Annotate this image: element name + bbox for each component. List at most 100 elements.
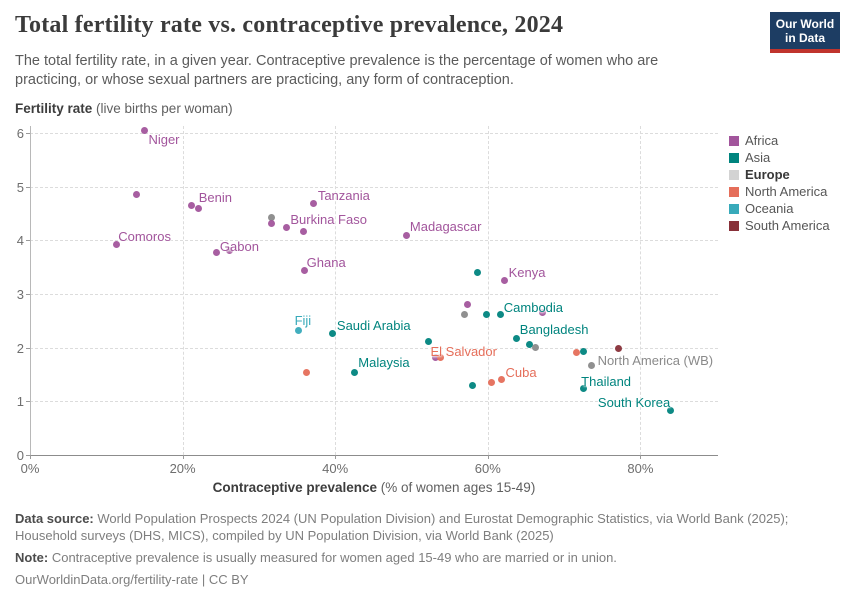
point-label-ghana[interactable]: Ghana: [306, 254, 346, 270]
point-label-saudi-arabia[interactable]: Saudi Arabia: [336, 317, 411, 333]
point-label-thailand[interactable]: Thailand: [581, 373, 632, 389]
scatter-point-saudi-arabia[interactable]: [329, 330, 337, 338]
y-tick-3: [26, 294, 30, 295]
legend-swatch-south-america: [729, 220, 739, 231]
scatter-point-gabon[interactable]: [213, 249, 221, 257]
x-tick-20: [182, 455, 184, 459]
legend-item-south-america[interactable]: South America: [729, 217, 830, 234]
y-tick-4: [26, 240, 30, 242]
scatter-point[interactable]: [488, 378, 496, 386]
scatter-point[interactable]: [299, 228, 307, 236]
legend-item-north-america[interactable]: North America: [729, 183, 830, 200]
scatter-point-comoros[interactable]: [112, 241, 120, 249]
point-label-fiji[interactable]: Fiji: [294, 313, 312, 329]
scatter-point[interactable]: [539, 308, 547, 316]
scatter-point-kenya[interactable]: [501, 277, 509, 285]
x-tick-label-40: 40%: [322, 461, 349, 476]
scatter-point[interactable]: [579, 347, 587, 355]
point-label-south-korea[interactable]: South Korea: [597, 394, 671, 410]
point-label-gabon[interactable]: Gabon: [219, 238, 259, 254]
x-axis-title-bold: Contraceptive prevalence: [212, 480, 377, 495]
point-label-kenya[interactable]: Kenya: [508, 264, 546, 280]
y-tick-1: [26, 401, 30, 403]
legend-swatch-north-america: [729, 186, 739, 197]
point-label-el-salvador[interactable]: El Salvador: [430, 343, 497, 359]
owid-logo[interactable]: Our World in Data: [770, 12, 840, 53]
legend-swatch-africa: [729, 135, 739, 146]
y-tick-5: [26, 186, 30, 188]
y-axis-line: [30, 126, 31, 455]
point-label-malaysia[interactable]: Malaysia: [358, 355, 410, 371]
gridline-y-2: [30, 347, 718, 349]
scatter-point-cuba[interactable]: [498, 375, 506, 383]
gridline-y-5: [30, 186, 718, 188]
chart-subtitle: The total fertility rate, in a given yea…: [15, 53, 659, 88]
point-label-burkina-faso[interactable]: Burkina Faso: [290, 212, 367, 228]
scatter-point[interactable]: [268, 214, 276, 222]
point-label-tanzania[interactable]: Tanzania: [317, 188, 370, 204]
scatter-point-south-korea[interactable]: [667, 407, 675, 415]
scatter-point-north-america-wb-[interactable]: [588, 362, 596, 370]
scatter-point[interactable]: [302, 368, 310, 376]
x-tick-label-80: 80%: [627, 461, 654, 476]
scatter-point-tanzania[interactable]: [310, 199, 318, 207]
x-axis-title-rest: (% of women ages 15-49): [376, 480, 536, 495]
scatter-point[interactable]: [469, 381, 477, 389]
x-axis-line: [30, 455, 718, 456]
legend-label: South America: [745, 218, 830, 233]
y-axis-title-bold: Fertility rate: [15, 101, 93, 116]
gridline-x-80: [640, 126, 642, 455]
legend-swatch-oceania: [729, 203, 739, 214]
scatter-point-niger[interactable]: [140, 126, 148, 134]
scatter-point[interactable]: [267, 219, 275, 227]
scatter-point[interactable]: [226, 247, 234, 255]
note-text: Contraceptive prevalence is usually meas…: [48, 550, 617, 565]
point-label-bangladesh[interactable]: Bangladesh: [519, 322, 589, 337]
scatter-point-ghana[interactable]: [301, 267, 309, 275]
x-tick-0: [30, 455, 31, 459]
gridline-x-40: [335, 126, 337, 455]
scatter-point-el-salvador[interactable]: [436, 354, 444, 362]
scatter-point[interactable]: [614, 345, 622, 353]
datasource-text: World Population Prospects 2024 (UN Popu…: [15, 511, 789, 543]
point-label-cambodia[interactable]: Cambodia: [503, 299, 564, 315]
scatter-point[interactable]: [464, 301, 472, 309]
y-tick-label-5: 5: [16, 179, 24, 195]
scatter-point-burkina-faso[interactable]: [282, 223, 290, 231]
scatter-point[interactable]: [525, 341, 533, 349]
legend-item-africa[interactable]: Africa: [729, 132, 830, 149]
scatter-point-fiji[interactable]: [295, 326, 303, 334]
scatter-point[interactable]: [531, 343, 539, 351]
legend-item-europe[interactable]: Europe: [729, 166, 830, 183]
scatter-point[interactable]: [424, 337, 432, 345]
scatter-point[interactable]: [473, 269, 481, 277]
legend-item-oceania[interactable]: Oceania: [729, 200, 830, 217]
scatter-point-cambodia[interactable]: [497, 311, 505, 319]
legend-swatch-europe: [729, 169, 739, 180]
scatter-point-bangladesh[interactable]: [513, 334, 521, 342]
point-label-niger[interactable]: Niger: [148, 132, 180, 148]
scatter-point-malaysia[interactable]: [350, 368, 358, 376]
point-label-comoros[interactable]: Comoros: [118, 228, 171, 244]
point-label-north-america-wb-[interactable]: North America (WB): [597, 352, 714, 368]
legend-swatch-asia: [729, 152, 739, 163]
scatter-point-thailand[interactable]: [579, 385, 587, 393]
scatter-point-madagascar[interactable]: [403, 232, 411, 239]
point-label-cuba[interactable]: Cuba: [505, 365, 537, 381]
scatter-point[interactable]: [482, 310, 490, 318]
scatter-point-benin[interactable]: [188, 202, 196, 210]
scatter-point[interactable]: [572, 348, 580, 356]
scatter-point[interactable]: [460, 310, 468, 318]
scatter-point[interactable]: [432, 353, 440, 361]
citation-link[interactable]: OurWorldinData.org/fertility-rate | CC B…: [15, 572, 249, 587]
datasource-label: Data source:: [15, 511, 94, 526]
gridline-x-60: [487, 126, 489, 455]
point-label-madagascar[interactable]: Madagascar: [409, 218, 482, 234]
scatter-point[interactable]: [133, 191, 141, 199]
legend-item-asia[interactable]: Asia: [729, 149, 830, 166]
scatter-point[interactable]: [195, 204, 203, 212]
owid-logo-line1: Our World: [775, 16, 835, 31]
point-label-benin[interactable]: Benin: [198, 189, 232, 205]
